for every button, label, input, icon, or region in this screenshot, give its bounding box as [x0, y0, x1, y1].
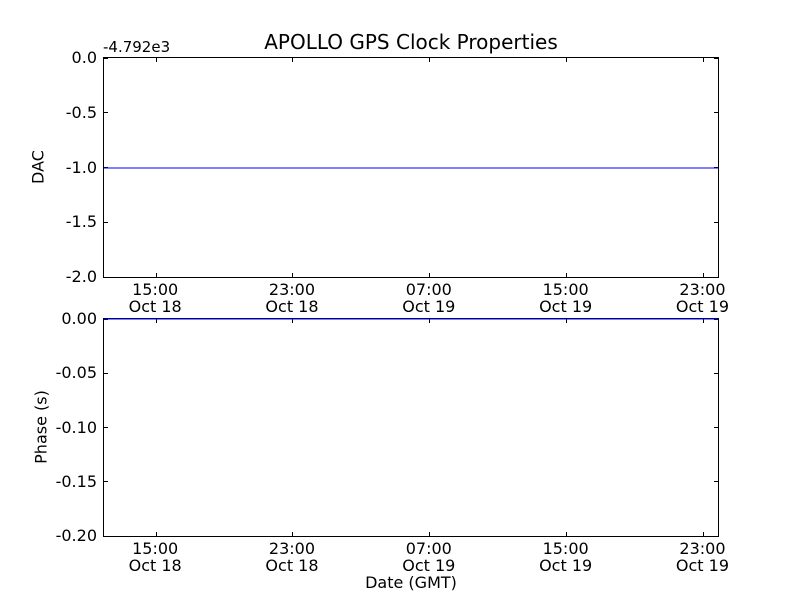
chart-title: APOLLO GPS Clock Properties	[264, 30, 558, 54]
y-tick-mark-left	[104, 57, 108, 59]
y-tick-label: -1.5	[65, 212, 97, 232]
x-tick-time: 07:00	[405, 280, 452, 299]
x-tick-label: 15:00 Oct 18	[110, 540, 200, 574]
x-tick-date: Oct 19	[675, 556, 729, 575]
y-tick-mark-right	[714, 221, 718, 223]
x-tick-mark-bottom	[429, 273, 431, 277]
x-tick-time: 23:00	[679, 280, 726, 299]
y-tick-mark-left	[104, 427, 108, 428]
x-tick-date: Oct 19	[402, 556, 456, 575]
x-tick-label: 23:00 Oct 19	[657, 281, 747, 315]
y-tick-label: 0.00	[61, 309, 97, 328]
x-tick-time: 23:00	[679, 539, 726, 558]
x-tick-mark-top	[155, 58, 157, 62]
y-tick-mark-left	[104, 372, 108, 374]
x-tick-mark-bottom	[702, 532, 704, 536]
x-tick-date: Oct 18	[128, 556, 182, 575]
y-tick-mark-right	[714, 112, 718, 114]
x-tick-mark-bottom	[429, 532, 431, 536]
x-tick-mark-top	[292, 58, 294, 62]
y-tick-label: -0.5	[65, 102, 97, 122]
x-tick-date: Oct 18	[265, 556, 319, 575]
x-tick-mark-top	[702, 319, 704, 323]
x-tick-label: 15:00 Oct 18	[110, 281, 200, 315]
x-tick-mark-bottom	[566, 532, 568, 536]
x-tick-mark-bottom	[702, 273, 704, 277]
x-tick-label: 23:00 Oct 18	[247, 540, 337, 574]
x-tick-time: 23:00	[268, 539, 316, 558]
x-tick-mark-top	[566, 58, 568, 62]
x-tick-time: 07:00	[405, 539, 452, 558]
x-tick-date: Oct 18	[265, 297, 319, 316]
x-tick-time: 15:00	[542, 539, 589, 558]
x-tick-mark-bottom	[155, 273, 157, 277]
x-tick-label: 23:00 Oct 18	[247, 281, 337, 315]
x-tick-date: Oct 19	[402, 297, 456, 316]
y-tick-mark-left	[104, 112, 108, 114]
x-tick-mark-bottom	[292, 273, 294, 277]
x-tick-label: 23:00 Oct 19	[657, 540, 747, 574]
x-tick-time: 15:00	[132, 539, 179, 558]
x-axis-label: Date (GMT)	[365, 573, 457, 592]
x-tick-mark-top	[702, 58, 704, 62]
x-tick-label: 07:00 Oct 19	[384, 281, 474, 315]
x-tick-mark-bottom	[566, 273, 568, 277]
y-tick-label: -0.20	[55, 526, 97, 545]
x-tick-date: Oct 19	[675, 297, 729, 316]
y-tick-label: 0.0	[71, 48, 97, 67]
data-line	[104, 166, 718, 169]
y-tick-label: -0.15	[55, 471, 97, 491]
x-tick-label: 15:00 Oct 19	[521, 540, 611, 574]
x-tick-mark-top	[429, 58, 431, 62]
data-line	[104, 318, 718, 320]
y-tick-label: -0.05	[55, 363, 97, 383]
x-tick-mark-bottom	[292, 532, 294, 536]
x-tick-mark-top	[155, 319, 157, 323]
y-tick-mark-right	[714, 481, 718, 483]
y-tick-mark-right	[714, 427, 718, 428]
x-tick-date: Oct 19	[539, 556, 593, 575]
x-tick-label: 15:00 Oct 19	[521, 281, 611, 315]
x-tick-time: 15:00	[132, 280, 179, 299]
x-tick-date: Oct 19	[539, 297, 593, 316]
x-tick-mark-top	[566, 319, 568, 323]
y-tick-mark-left	[104, 276, 108, 278]
y-tick-label: -2.0	[65, 267, 97, 286]
x-tick-mark-bottom	[155, 532, 157, 536]
x-tick-date: Oct 18	[128, 297, 182, 316]
y-tick-label: -0.10	[55, 417, 97, 437]
x-tick-mark-top	[292, 319, 294, 323]
y-tick-mark-left	[104, 221, 108, 223]
y-tick-mark-right	[714, 57, 718, 59]
y-tick-mark-right	[714, 276, 718, 278]
y-tick-mark-right	[714, 535, 718, 537]
y-tick-mark-right	[714, 372, 718, 374]
x-tick-label: 07:00 Oct 19	[384, 540, 474, 574]
x-tick-time: 15:00	[542, 280, 589, 299]
y-axis-offset-text: -4.792e3	[103, 38, 171, 56]
plot-area-dac	[103, 57, 719, 278]
y-tick-mark-left	[104, 535, 108, 537]
y-tick-label: -1.0	[65, 157, 97, 177]
x-tick-time: 23:00	[268, 280, 316, 299]
x-tick-mark-top	[429, 319, 431, 323]
y-tick-mark-left	[104, 481, 108, 483]
plot-area-phase	[103, 318, 719, 537]
